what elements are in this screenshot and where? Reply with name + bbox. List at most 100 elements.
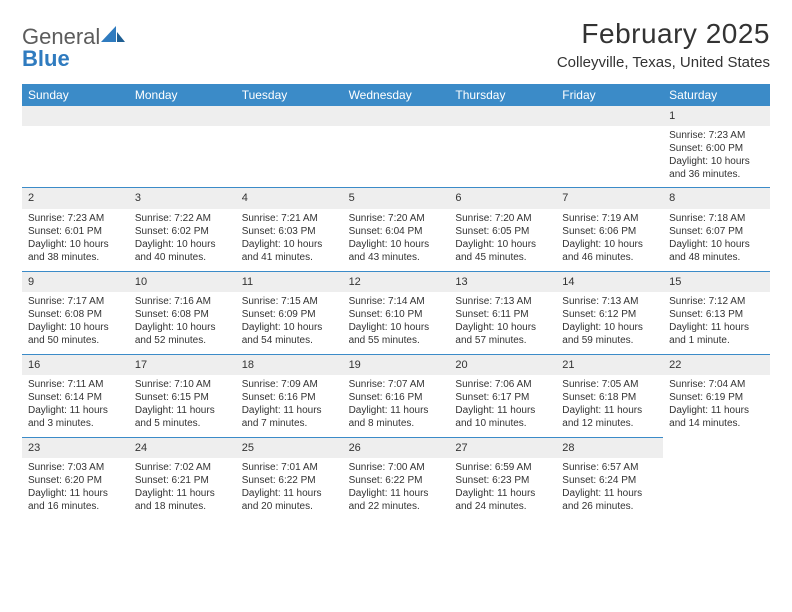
- day-cell: 19Sunrise: 7:07 AMSunset: 6:16 PMDayligh…: [343, 354, 450, 437]
- sunset-text: Sunset: 6:09 PM: [242, 308, 337, 321]
- sunrise-text: Sunrise: 6:57 AM: [562, 461, 657, 474]
- sunset-text: Sunset: 6:07 PM: [669, 225, 764, 238]
- sunset-text: Sunset: 6:08 PM: [135, 308, 230, 321]
- day-number: 16: [22, 354, 129, 375]
- daylight-text: Daylight: 11 hours and 16 minutes.: [28, 487, 123, 513]
- day-body: Sunrise: 7:10 AMSunset: 6:15 PMDaylight:…: [129, 375, 236, 437]
- day-body: Sunrise: 7:03 AMSunset: 6:20 PMDaylight:…: [22, 458, 129, 520]
- sunset-text: Sunset: 6:16 PM: [242, 391, 337, 404]
- day-body: Sunrise: 7:11 AMSunset: 6:14 PMDaylight:…: [22, 375, 129, 437]
- day-cell: 13Sunrise: 7:13 AMSunset: 6:11 PMDayligh…: [449, 271, 556, 354]
- sunrise-text: Sunrise: 7:11 AM: [28, 378, 123, 391]
- sunrise-text: Sunrise: 7:09 AM: [242, 378, 337, 391]
- sunset-text: Sunset: 6:05 PM: [455, 225, 550, 238]
- weekday-header: Thursday: [449, 84, 556, 106]
- daylight-text: Daylight: 10 hours and 54 minutes.: [242, 321, 337, 347]
- day-number: 19: [343, 354, 450, 375]
- day-body: Sunrise: 7:19 AMSunset: 6:06 PMDaylight:…: [556, 209, 663, 271]
- calendar-page: General Blue February 2025 Colleyville, …: [0, 0, 792, 612]
- sunrise-text: Sunrise: 7:06 AM: [455, 378, 550, 391]
- calendar-grid: 1Sunrise: 7:23 AMSunset: 6:00 PMDaylight…: [22, 106, 770, 520]
- day-body: Sunrise: 7:09 AMSunset: 6:16 PMDaylight:…: [236, 375, 343, 437]
- day-number: 5: [343, 187, 450, 208]
- sunrise-text: Sunrise: 7:14 AM: [349, 295, 444, 308]
- day-cell: 25Sunrise: 7:01 AMSunset: 6:22 PMDayligh…: [236, 437, 343, 520]
- sunrise-text: Sunrise: 7:13 AM: [562, 295, 657, 308]
- day-cell: 21Sunrise: 7:05 AMSunset: 6:18 PMDayligh…: [556, 354, 663, 437]
- daylight-text: Daylight: 10 hours and 55 minutes.: [349, 321, 444, 347]
- day-cell: 27Sunrise: 6:59 AMSunset: 6:23 PMDayligh…: [449, 437, 556, 520]
- sunrise-text: Sunrise: 7:03 AM: [28, 461, 123, 474]
- day-body: Sunrise: 6:59 AMSunset: 6:23 PMDaylight:…: [449, 458, 556, 520]
- day-body: Sunrise: 7:22 AMSunset: 6:02 PMDaylight:…: [129, 209, 236, 271]
- daylight-text: Daylight: 10 hours and 45 minutes.: [455, 238, 550, 264]
- sunrise-text: Sunrise: 7:23 AM: [28, 212, 123, 225]
- empty-day-body: [449, 126, 556, 184]
- sunset-text: Sunset: 6:10 PM: [349, 308, 444, 321]
- sunrise-text: Sunrise: 7:20 AM: [349, 212, 444, 225]
- day-cell: [556, 106, 663, 187]
- sunset-text: Sunset: 6:22 PM: [349, 474, 444, 487]
- day-cell: 24Sunrise: 7:02 AMSunset: 6:21 PMDayligh…: [129, 437, 236, 520]
- day-number: 24: [129, 437, 236, 458]
- day-cell: 26Sunrise: 7:00 AMSunset: 6:22 PMDayligh…: [343, 437, 450, 520]
- day-body: Sunrise: 7:23 AMSunset: 6:01 PMDaylight:…: [22, 209, 129, 271]
- day-body: Sunrise: 7:20 AMSunset: 6:05 PMDaylight:…: [449, 209, 556, 271]
- header: General Blue February 2025 Colleyville, …: [22, 18, 770, 76]
- empty-day-body: [556, 126, 663, 184]
- day-number: 2: [22, 187, 129, 208]
- day-cell: 3Sunrise: 7:22 AMSunset: 6:02 PMDaylight…: [129, 187, 236, 270]
- day-cell: 4Sunrise: 7:21 AMSunset: 6:03 PMDaylight…: [236, 187, 343, 270]
- day-cell: [236, 106, 343, 187]
- sunrise-text: Sunrise: 7:19 AM: [562, 212, 657, 225]
- weekday-header: Sunday: [22, 84, 129, 106]
- sunset-text: Sunset: 6:24 PM: [562, 474, 657, 487]
- sunrise-text: Sunrise: 7:16 AM: [135, 295, 230, 308]
- day-body: Sunrise: 7:07 AMSunset: 6:16 PMDaylight:…: [343, 375, 450, 437]
- daylight-text: Daylight: 10 hours and 38 minutes.: [28, 238, 123, 264]
- sunset-text: Sunset: 6:04 PM: [349, 225, 444, 238]
- day-body: Sunrise: 7:01 AMSunset: 6:22 PMDaylight:…: [236, 458, 343, 520]
- sunrise-text: Sunrise: 7:20 AM: [455, 212, 550, 225]
- daylight-text: Daylight: 10 hours and 52 minutes.: [135, 321, 230, 347]
- day-cell: 8Sunrise: 7:18 AMSunset: 6:07 PMDaylight…: [663, 187, 770, 270]
- sunrise-text: Sunrise: 7:18 AM: [669, 212, 764, 225]
- day-cell: 15Sunrise: 7:12 AMSunset: 6:13 PMDayligh…: [663, 271, 770, 354]
- sunset-text: Sunset: 6:15 PM: [135, 391, 230, 404]
- sunrise-text: Sunrise: 7:21 AM: [242, 212, 337, 225]
- sunset-text: Sunset: 6:14 PM: [28, 391, 123, 404]
- day-number: 28: [556, 437, 663, 458]
- sunrise-text: Sunrise: 7:07 AM: [349, 378, 444, 391]
- sunrise-text: Sunrise: 7:15 AM: [242, 295, 337, 308]
- day-number: 7: [556, 187, 663, 208]
- day-body: Sunrise: 7:05 AMSunset: 6:18 PMDaylight:…: [556, 375, 663, 437]
- sunset-text: Sunset: 6:08 PM: [28, 308, 123, 321]
- day-cell: 12Sunrise: 7:14 AMSunset: 6:10 PMDayligh…: [343, 271, 450, 354]
- day-body: Sunrise: 7:18 AMSunset: 6:07 PMDaylight:…: [663, 209, 770, 271]
- logo: General Blue: [22, 18, 126, 70]
- day-number: 6: [449, 187, 556, 208]
- sunset-text: Sunset: 6:01 PM: [28, 225, 123, 238]
- day-number: 1: [663, 106, 770, 126]
- day-cell: 5Sunrise: 7:20 AMSunset: 6:04 PMDaylight…: [343, 187, 450, 270]
- daylight-text: Daylight: 11 hours and 1 minute.: [669, 321, 764, 347]
- day-cell: 17Sunrise: 7:10 AMSunset: 6:15 PMDayligh…: [129, 354, 236, 437]
- day-cell: 18Sunrise: 7:09 AMSunset: 6:16 PMDayligh…: [236, 354, 343, 437]
- day-cell: 23Sunrise: 7:03 AMSunset: 6:20 PMDayligh…: [22, 437, 129, 520]
- weekday-header: Monday: [129, 84, 236, 106]
- weekday-header: Saturday: [663, 84, 770, 106]
- daylight-text: Daylight: 10 hours and 46 minutes.: [562, 238, 657, 264]
- logo-text-block: General Blue: [22, 24, 126, 70]
- day-cell: 16Sunrise: 7:11 AMSunset: 6:14 PMDayligh…: [22, 354, 129, 437]
- sunset-text: Sunset: 6:06 PM: [562, 225, 657, 238]
- sunrise-text: Sunrise: 7:17 AM: [28, 295, 123, 308]
- daylight-text: Daylight: 10 hours and 40 minutes.: [135, 238, 230, 264]
- day-cell: 20Sunrise: 7:06 AMSunset: 6:17 PMDayligh…: [449, 354, 556, 437]
- sunset-text: Sunset: 6:16 PM: [349, 391, 444, 404]
- sunset-text: Sunset: 6:18 PM: [562, 391, 657, 404]
- day-number: 23: [22, 437, 129, 458]
- daylight-text: Daylight: 11 hours and 18 minutes.: [135, 487, 230, 513]
- day-number: 22: [663, 354, 770, 375]
- sunset-text: Sunset: 6:03 PM: [242, 225, 337, 238]
- daylight-text: Daylight: 10 hours and 57 minutes.: [455, 321, 550, 347]
